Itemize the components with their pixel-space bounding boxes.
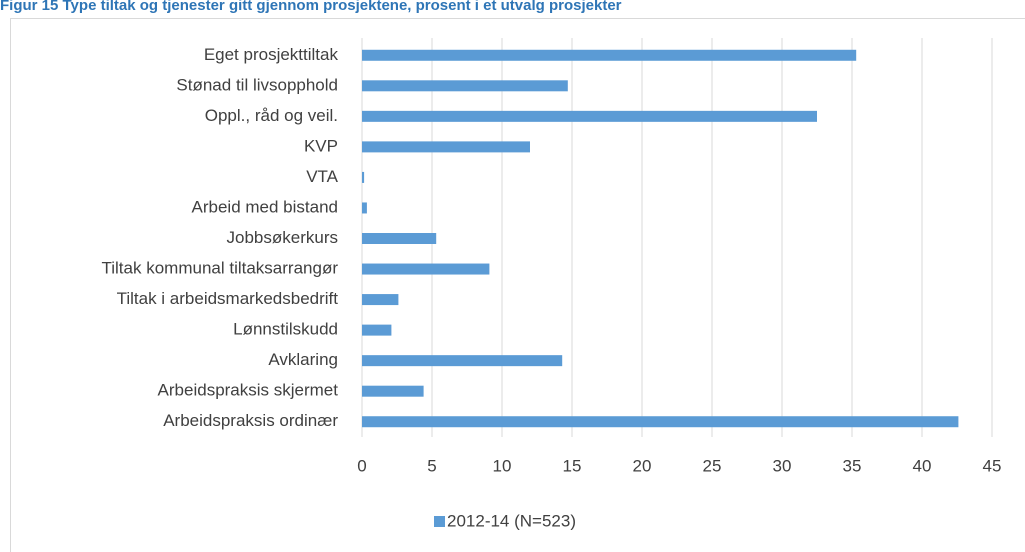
y-tick-label: Stønad til livsopphold: [176, 75, 338, 94]
x-tick-label: 35: [843, 456, 862, 475]
bar: [362, 355, 563, 367]
bar: [362, 80, 568, 92]
y-tick-label: KVP: [304, 136, 338, 155]
x-tick-label: 10: [493, 456, 512, 475]
bar: [362, 141, 530, 153]
y-tick-label: Arbeidspraksis ordinær: [163, 411, 338, 430]
bar: [362, 263, 490, 275]
x-tick-label: 40: [913, 456, 932, 475]
chart-title: Figur 15 Type tiltak og tjenester gitt g…: [0, 0, 622, 14]
y-tick-label: Avklaring: [268, 350, 338, 369]
chart-border: [10, 18, 1025, 552]
y-tick-label: Lønnstilskudd: [233, 320, 338, 339]
bar: [362, 416, 959, 428]
y-tick-label: Eget prosjekttiltak: [204, 45, 339, 64]
x-tick-label: 0: [357, 456, 366, 475]
y-tick-label: VTA: [306, 167, 338, 186]
y-tick-label: Tiltak kommunal tiltaksarrangør: [102, 259, 339, 278]
bar: [362, 385, 424, 397]
x-tick-label: 25: [703, 456, 722, 475]
bar: [362, 202, 367, 214]
bar: [362, 233, 437, 244]
y-tick-label: Oppl., råd og veil.: [205, 106, 338, 125]
y-tick-label: Arbeid med bistand: [192, 197, 338, 216]
x-tick-label: 45: [983, 456, 1002, 475]
bar: [362, 110, 817, 122]
y-tick-label: Jobbsøkerkurs: [227, 228, 338, 247]
bar: [362, 324, 392, 336]
bar: [362, 171, 365, 183]
legend-label: 2012-14 (N=523): [447, 511, 576, 530]
x-tick-label: 5: [427, 456, 436, 475]
bar: [362, 294, 399, 306]
bar: [362, 49, 857, 61]
y-tick-label: Tiltak i arbeidsmarkedsbedrift: [117, 289, 339, 308]
legend-swatch: [434, 516, 445, 527]
x-tick-label: 20: [633, 456, 652, 475]
x-tick-label: 15: [563, 456, 582, 475]
x-tick-label: 30: [773, 456, 792, 475]
y-tick-label: Arbeidspraksis skjermet: [158, 381, 339, 400]
